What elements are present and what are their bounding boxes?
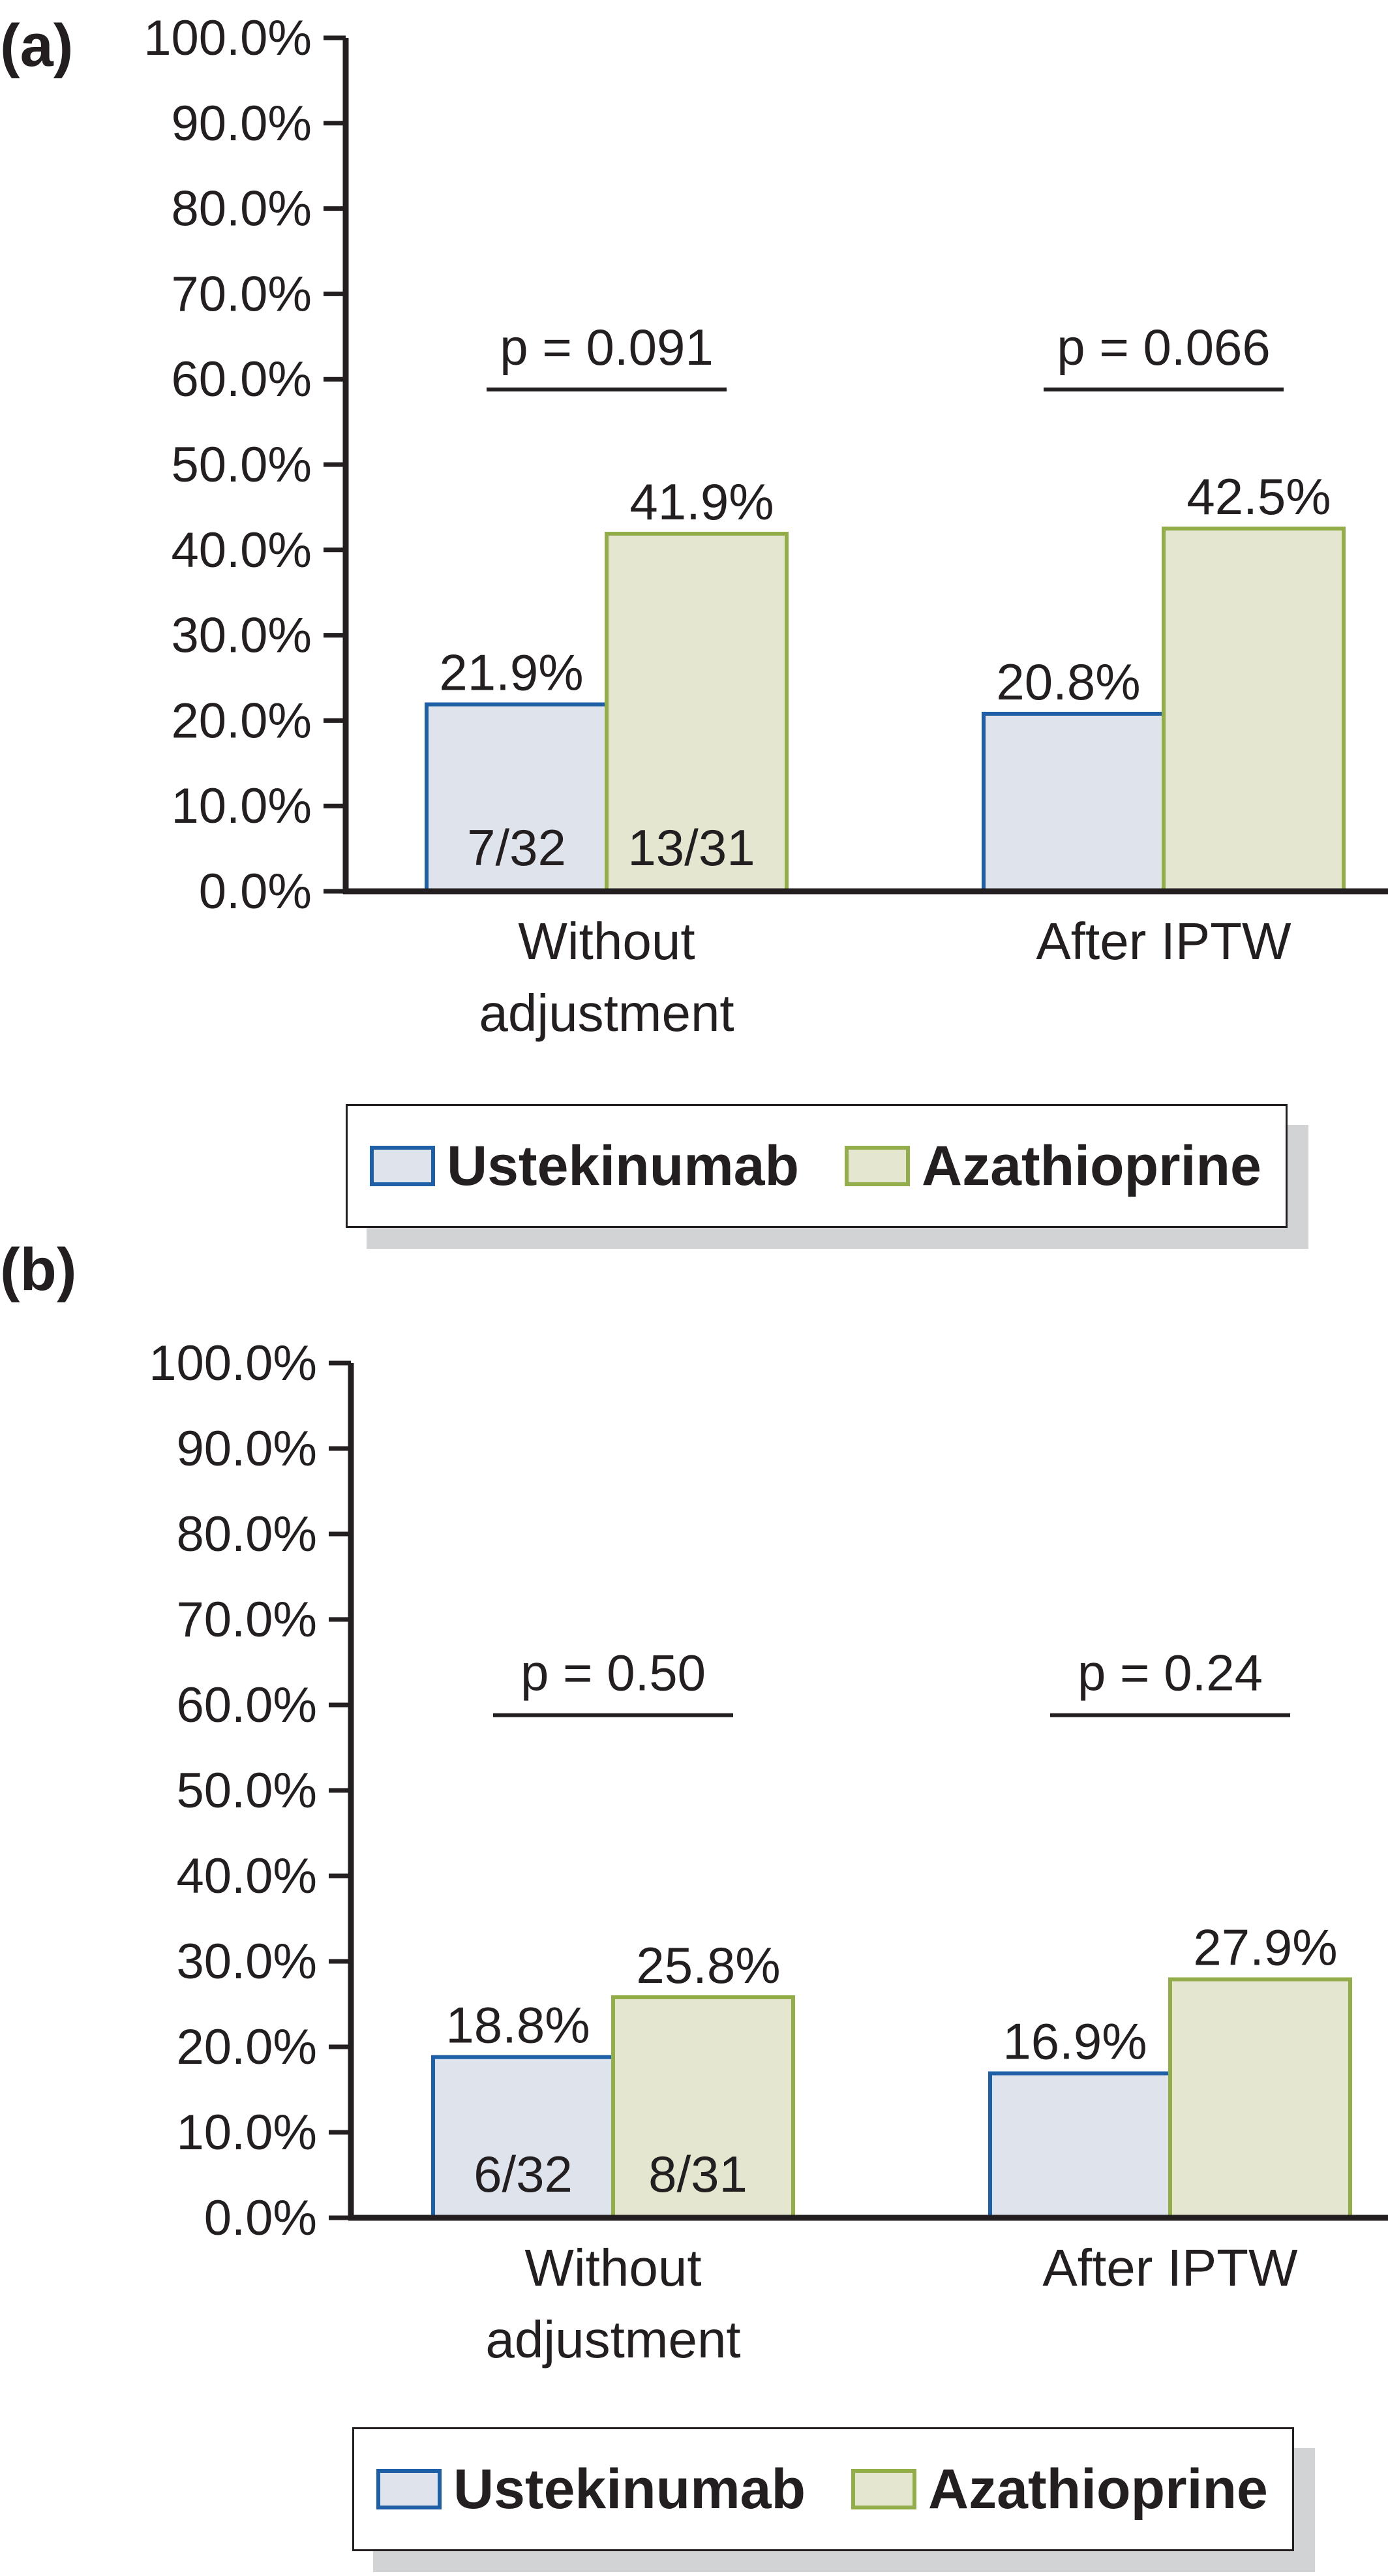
y-tick-label: 0.0%	[199, 864, 312, 919]
legend-item-azathioprine: Azathioprine	[845, 1138, 1261, 1194]
y-tick-label: 80.0%	[172, 181, 312, 237]
y-tick-label: 60.0%	[177, 1678, 318, 1733]
y-tick-label: 10.0%	[177, 2105, 318, 2160]
y-tick-label: 80.0%	[177, 1507, 318, 1562]
x-category-label: Without	[524, 2239, 701, 2297]
legend-item-ustekinumab: Ustekinumab	[370, 1138, 799, 1194]
count-label: 8/31	[648, 2145, 747, 2203]
bar-chart-b: 0.0% 10.0% 20.0% 30.0% 40.0% 50.0% 60.0% 70.0% 8…	[149, 1336, 1388, 2369]
count-label: 7/32	[467, 819, 566, 876]
data-label: 41.9%	[629, 473, 774, 530]
bar-azathioprine	[1162, 527, 1346, 893]
data-label: 20.8%	[996, 653, 1140, 711]
y-tick-label: 20.0%	[177, 2019, 318, 2075]
y-tick-label: 90.0%	[177, 1421, 318, 1477]
legend-a: Ustekinumab Azathioprine	[346, 1104, 1288, 1228]
legend-label-ustekinumab: Ustekinumab	[447, 1135, 800, 1197]
legend-b: Ustekinumab Azathioprine	[352, 2427, 1294, 2551]
y-tick-label: 60.0%	[172, 352, 312, 407]
x-category-label: After IPTW	[1042, 2239, 1298, 2297]
data-label: 42.5%	[1186, 468, 1331, 525]
legend-swatch-azathioprine	[845, 1146, 911, 1186]
y-tick-label: 50.0%	[172, 437, 312, 493]
data-label: 27.9%	[1193, 1919, 1337, 1976]
chart-panel-a: (a) 0.0% 10.0% 20.0% 30.0% 40.0% 50.0% 60.0% 70…	[0, 10, 1388, 1228]
y-tick-label: 10.0%	[172, 778, 312, 834]
data-label: 16.9%	[1003, 2013, 1147, 2070]
bar-ustekinumab	[982, 711, 1166, 894]
y-tick-label: 20.0%	[172, 693, 312, 748]
y-tick-label: 40.0%	[172, 523, 312, 578]
y-tick-label: 100.0%	[149, 1336, 317, 1391]
x-category-label: adjustment	[485, 2310, 740, 2369]
y-tick-label: 0.0%	[204, 2190, 317, 2246]
x-category-label: After IPTW	[1036, 912, 1291, 970]
p-value-label: p = 0.091	[500, 318, 713, 376]
y-tick-label: 30.0%	[177, 1934, 318, 1989]
legend-label-azathioprine: Azathioprine	[922, 1135, 1261, 1197]
y-tick-label: 50.0%	[177, 1763, 318, 1818]
y-tick-label: 70.0%	[172, 266, 312, 322]
bar-ustekinumab	[988, 2071, 1172, 2220]
y-tick-label: 100.0%	[143, 10, 312, 66]
count-label: 13/31	[627, 819, 755, 876]
count-label: 6/32	[474, 2145, 573, 2203]
y-tick-label: 90.0%	[172, 96, 312, 151]
bar-chart-a: 0.0% 10.0% 20.0% 30.0% 40.0% 50.0% 60.0% 70.0% 8…	[143, 10, 1388, 1042]
legend-label-ustekinumab: Ustekinumab	[453, 2458, 806, 2521]
data-label: 21.9%	[439, 644, 583, 701]
legend-item-azathioprine: Azathioprine	[851, 2461, 1268, 2517]
p-value-label: p = 0.50	[520, 1644, 706, 1702]
y-tick-label: 30.0%	[172, 608, 312, 664]
x-category-label: Without	[518, 912, 695, 970]
bar-azathioprine	[1168, 1977, 1352, 2220]
legend-item-ustekinumab: Ustekinumab	[376, 2461, 806, 2517]
p-value-label: p = 0.066	[1057, 318, 1270, 376]
legend-swatch-ustekinumab	[370, 1146, 435, 1186]
legend-swatch-ustekinumab	[376, 2469, 442, 2509]
bar-azathioprine	[605, 531, 789, 893]
y-tick-label: 70.0%	[177, 1592, 318, 1648]
panel-label: (b)	[0, 1236, 77, 1303]
x-category-label: adjustment	[479, 984, 734, 1042]
bar-azathioprine	[611, 1995, 795, 2220]
data-label: 25.8%	[636, 1937, 780, 1994]
legend-swatch-azathioprine	[851, 2469, 917, 2509]
y-tick-label: 40.0%	[177, 1848, 318, 1904]
chart-panel-b: (b) 0.0% 10.0% 20.0% 30.0% 40.0% 50.0% 60.0% 70…	[0, 1240, 1388, 2576]
p-value-label: p = 0.24	[1078, 1644, 1263, 1702]
panel-label: (a)	[0, 12, 74, 79]
legend-label-azathioprine: Azathioprine	[928, 2458, 1268, 2521]
data-label: 18.8%	[445, 1997, 590, 2054]
bar-ustekinumab	[425, 702, 609, 893]
